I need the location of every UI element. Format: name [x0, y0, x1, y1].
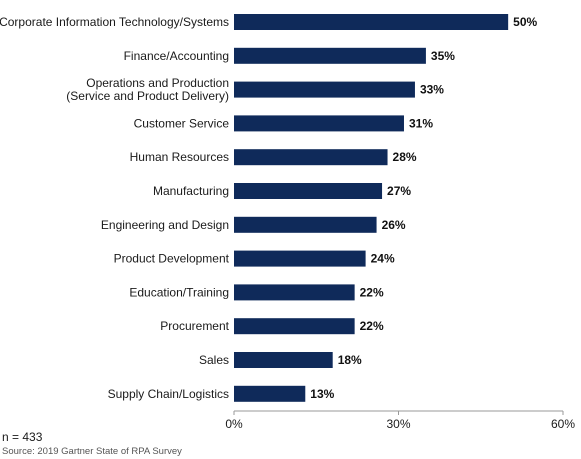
category-label: Product Development	[114, 252, 230, 266]
category-label: Engineering and Design	[101, 218, 229, 232]
bar	[234, 385, 306, 402]
bars	[234, 14, 509, 402]
category-label: Operations and Production (Service and Pr…	[66, 76, 229, 103]
value-label: 33%	[420, 83, 444, 97]
value-label: 26%	[382, 218, 406, 232]
category-label: Human Resources	[130, 150, 229, 164]
bar	[234, 216, 377, 233]
value-label: 22%	[360, 285, 384, 299]
bar	[234, 81, 415, 98]
bar-chart: Corporate Information Technology/Systems…	[0, 14, 575, 430]
value-label: 18%	[338, 353, 362, 367]
bar	[234, 318, 355, 335]
category-label: Procurement	[160, 319, 229, 333]
category-label: Customer Service	[134, 116, 230, 130]
category-labels: Corporate Information Technology/Systems…	[0, 15, 230, 401]
value-label: 22%	[360, 319, 384, 333]
x-tick-label: 30%	[386, 417, 410, 430]
value-labels: 50% 35% 33% 31% 28% 27% 26% 24% 22% 22% 18% 13%	[310, 15, 537, 401]
value-label: 24%	[371, 252, 395, 266]
category-label: Finance/Accounting	[124, 49, 229, 63]
value-label: 13%	[310, 387, 334, 401]
category-label: Manufacturing	[153, 184, 229, 198]
bar	[234, 284, 355, 301]
category-label: Supply Chain/Logistics	[108, 387, 229, 401]
bar	[234, 183, 383, 199]
category-label: Sales	[199, 353, 229, 367]
bar	[234, 352, 333, 368]
value-label: 28%	[393, 150, 417, 164]
value-label: 27%	[387, 184, 411, 198]
x-tick-label: 60%	[551, 417, 575, 430]
source-note: Source: 2019 Gartner State of RPA Survey	[2, 446, 182, 457]
category-label: Corporate Information Technology/Systems	[0, 15, 229, 29]
sample-size-note: n = 433	[2, 430, 43, 444]
x-tick-label: 0%	[225, 417, 243, 430]
value-label: 35%	[431, 49, 455, 63]
bar	[234, 149, 388, 166]
bar	[234, 115, 404, 132]
bar	[234, 250, 366, 267]
value-label: 31%	[409, 116, 433, 130]
x-axis-ticks: 0% 30% 60%	[225, 411, 575, 430]
value-label: 50%	[513, 15, 537, 29]
bar	[234, 47, 426, 64]
bar	[234, 14, 509, 30]
category-label: Education/Training	[129, 285, 229, 299]
